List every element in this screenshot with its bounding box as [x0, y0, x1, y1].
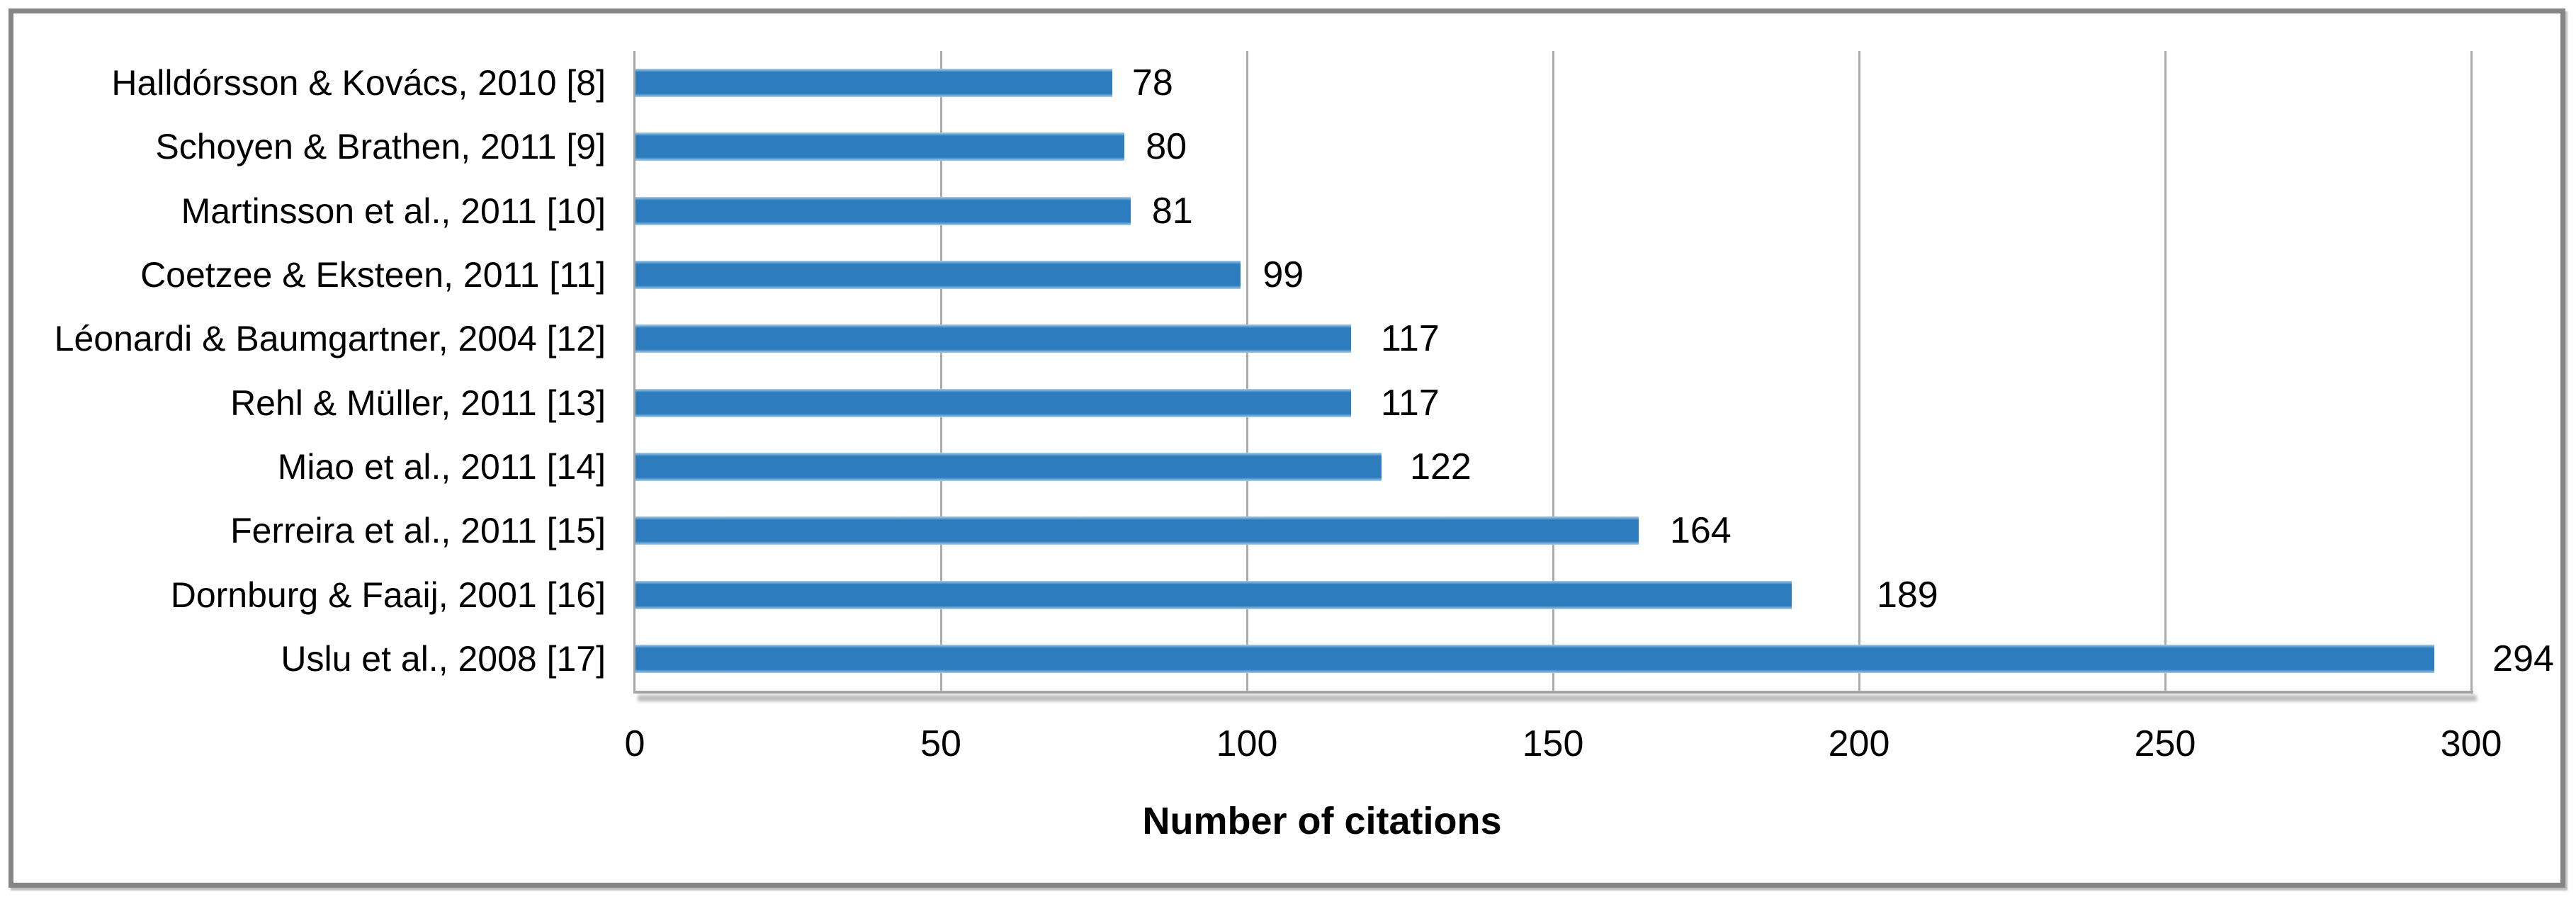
x-axis-line [633, 691, 2473, 694]
gridline [1858, 51, 1860, 691]
gridline [939, 51, 942, 691]
bar [635, 580, 1792, 609]
category-label: Halldórsson & Kovács, 2010 [8] [111, 63, 606, 103]
bar [635, 261, 1241, 290]
gridline [1552, 51, 1554, 691]
value-label: 117 [1380, 382, 1440, 424]
x-tick-label: 50 [920, 723, 961, 764]
bar [635, 69, 1112, 98]
category-label: Ferreira et al., 2011 [15] [230, 511, 606, 551]
bar [635, 452, 1382, 481]
x-tick-label: 300 [2440, 723, 2502, 764]
x-tick-label: 100 [1216, 723, 1278, 764]
value-label: 117 [1380, 318, 1440, 360]
y-axis-line [633, 51, 635, 694]
category-label: Schoyen & Brathen, 2011 [9] [155, 127, 606, 167]
value-label: 294 [2492, 638, 2554, 679]
bar [635, 324, 1351, 354]
value-label: 189 [1876, 574, 1938, 616]
value-label: 78 [1131, 62, 1173, 104]
x-tick-label: 200 [1828, 723, 1890, 764]
gridline [2470, 51, 2473, 691]
x-tick-label: 250 [2134, 723, 2196, 764]
gridline [1245, 51, 1248, 691]
value-label: 80 [1146, 126, 1187, 168]
bar [635, 644, 2435, 673]
category-label: Martinsson et al., 2011 [10] [181, 191, 606, 231]
category-label: Dornburg & Faaij, 2001 [16] [170, 575, 606, 615]
x-axis-title: Number of citations [1142, 800, 1502, 842]
x-tick-label: 0 [624, 723, 645, 764]
bar [635, 516, 1639, 545]
gridline [2164, 51, 2167, 691]
value-label: 122 [1410, 446, 1471, 487]
value-label: 99 [1262, 254, 1304, 296]
category-label: Léonardi & Baumgartner, 2004 [12] [54, 319, 606, 359]
x-tick-label: 150 [1522, 723, 1584, 764]
category-label: Rehl & Müller, 2011 [13] [230, 383, 606, 423]
bar [635, 132, 1125, 162]
value-label: 164 [1669, 510, 1732, 552]
x-axis-shadow [638, 695, 2477, 701]
bar [635, 388, 1351, 417]
category-label: Miao et al., 2011 [14] [277, 446, 606, 487]
bar [635, 196, 1131, 225]
value-label: 81 [1151, 190, 1193, 232]
category-label: Uslu et al., 2008 [17] [281, 638, 606, 679]
category-label: Coetzee & Eksteen, 2011 [11] [140, 255, 606, 295]
